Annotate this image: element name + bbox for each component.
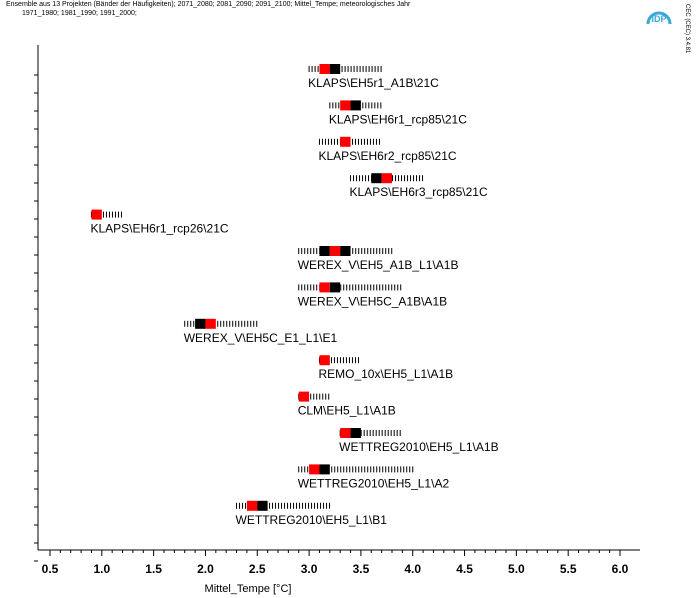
- row-label: REMO_10x\EH5_L1\A1B: [318, 367, 453, 381]
- x-tick-label: 3.5: [353, 562, 370, 576]
- frequency-box-black: [350, 100, 361, 111]
- frequency-box-red: [205, 318, 216, 329]
- row-label: KLAPS\EH6r2_rcp85\21C: [318, 149, 456, 163]
- chart-axes: 0.5 1.0 1.5 2.0 2.5 3.0 3.5 4.0 4.5 5.0 5.5 6.0: [34, 45, 640, 576]
- range-row: KLAPS\EH6r1_rcp26\21C: [90, 209, 229, 236]
- range-row: CLM\EH5_L1\A1B: [298, 391, 396, 418]
- frequency-box-red: [329, 246, 341, 256]
- frequency-box-red: [340, 136, 351, 147]
- row-label: KLAPS\EH6r1_rcp26\21C: [90, 222, 228, 236]
- frequency-box-black: [319, 464, 330, 475]
- row-label: KLAPS\EH6r3_rcp85\21C: [350, 185, 488, 199]
- row-label: WETTREG2010\EH5_L1\B1: [236, 513, 388, 527]
- frequency-box-red: [246, 500, 258, 511]
- frequency-box-black: [340, 246, 351, 256]
- frequency-box-red: [319, 282, 330, 293]
- x-tick-label: 5.0: [508, 562, 525, 576]
- chart-header-line-2: 1971_1980; 1981_1990; 1991_2000;: [22, 10, 137, 17]
- x-tick-label: 4.0: [404, 562, 421, 576]
- x-tick-label: 5.5: [560, 562, 577, 576]
- frequency-box-black: [319, 246, 330, 256]
- row-label: WEREX_V\EH5C_E1_L1\E1: [184, 331, 338, 345]
- frequency-box-red: [91, 209, 102, 220]
- frequency-box-black: [329, 282, 341, 293]
- x-tick-label: 4.5: [456, 562, 473, 576]
- x-tick-label: 3.0: [301, 562, 318, 576]
- x-tick-label: 0.5: [42, 562, 59, 576]
- x-axis-label: Mittel_Tempe [°C]: [205, 583, 292, 595]
- frequency-box-black: [371, 173, 382, 184]
- frequency-box-red: [319, 355, 330, 366]
- range-row: WEREX_V\EH5C_A1B\A1B: [298, 282, 447, 308]
- range-row: KLAPS\EH6r3_rcp85\21C: [350, 173, 488, 199]
- range-row: KLAPS\EH6r1_rcp85\21C: [329, 100, 467, 126]
- x-tick-label: 1.0: [93, 562, 110, 576]
- idp-logo-icon: IDP: [646, 11, 672, 25]
- row-label: WEREX_V\EH5_A1B_L1\A1B: [298, 258, 459, 272]
- frequency-box-black: [350, 428, 361, 438]
- range-row: KLAPS\EH6r2_rcp85\21C: [318, 136, 457, 163]
- range-row: WEREX_V\EH5_A1B_L1\A1B: [298, 246, 459, 272]
- logo-text: IDP: [651, 14, 666, 24]
- frequency-box-red: [340, 100, 351, 111]
- range-row: WETTREG2010\EH5_L1\A2: [298, 464, 450, 490]
- range-row: WETTREG2010\EH5_L1\A1B: [339, 428, 499, 454]
- range-row: REMO_10x\EH5_L1\A1B: [318, 355, 453, 381]
- row-label: KLAPS\EH5r1_A1B\21C: [308, 76, 439, 90]
- x-tick-label: 2.0: [197, 562, 214, 576]
- frequency-box-black: [257, 500, 268, 511]
- frequency-box-red: [309, 464, 320, 475]
- range-row: WETTREG2010\EH5_L1\B1: [236, 500, 388, 527]
- frequency-box-red: [298, 391, 310, 402]
- frequency-box-red: [381, 173, 392, 184]
- x-tick-label: 6.0: [612, 562, 629, 576]
- row-label: WETTREG2010\EH5_L1\A1B: [339, 440, 498, 454]
- frequency-box-black: [195, 318, 206, 329]
- range-row: KLAPS\EH5r1_A1B\21C: [308, 64, 439, 90]
- frequency-box-red: [319, 64, 330, 74]
- x-tick-label: 1.5: [145, 562, 162, 576]
- row-label: CLM\EH5_L1\A1B: [298, 404, 396, 418]
- row-label: KLAPS\EH6r1_rcp85\21C: [329, 112, 467, 126]
- frequency-box-red: [340, 428, 351, 438]
- chart-header-line-1: Ensemble aus 13 Projekten (Bänder der Hä…: [6, 1, 411, 8]
- chart-rows: KLAPS\EH5r1_A1B\21C KLAPS\EH6r1_rcp85\21C…: [90, 64, 499, 527]
- row-label: WEREX_V\EH5C_A1B\A1B: [298, 294, 447, 308]
- x-tick-label: 2.5: [249, 562, 266, 576]
- frequency-box-black: [329, 64, 341, 74]
- row-label: WETTREG2010\EH5_L1\A2: [298, 476, 450, 490]
- range-row: WEREX_V\EH5C_E1_L1\E1: [184, 318, 338, 345]
